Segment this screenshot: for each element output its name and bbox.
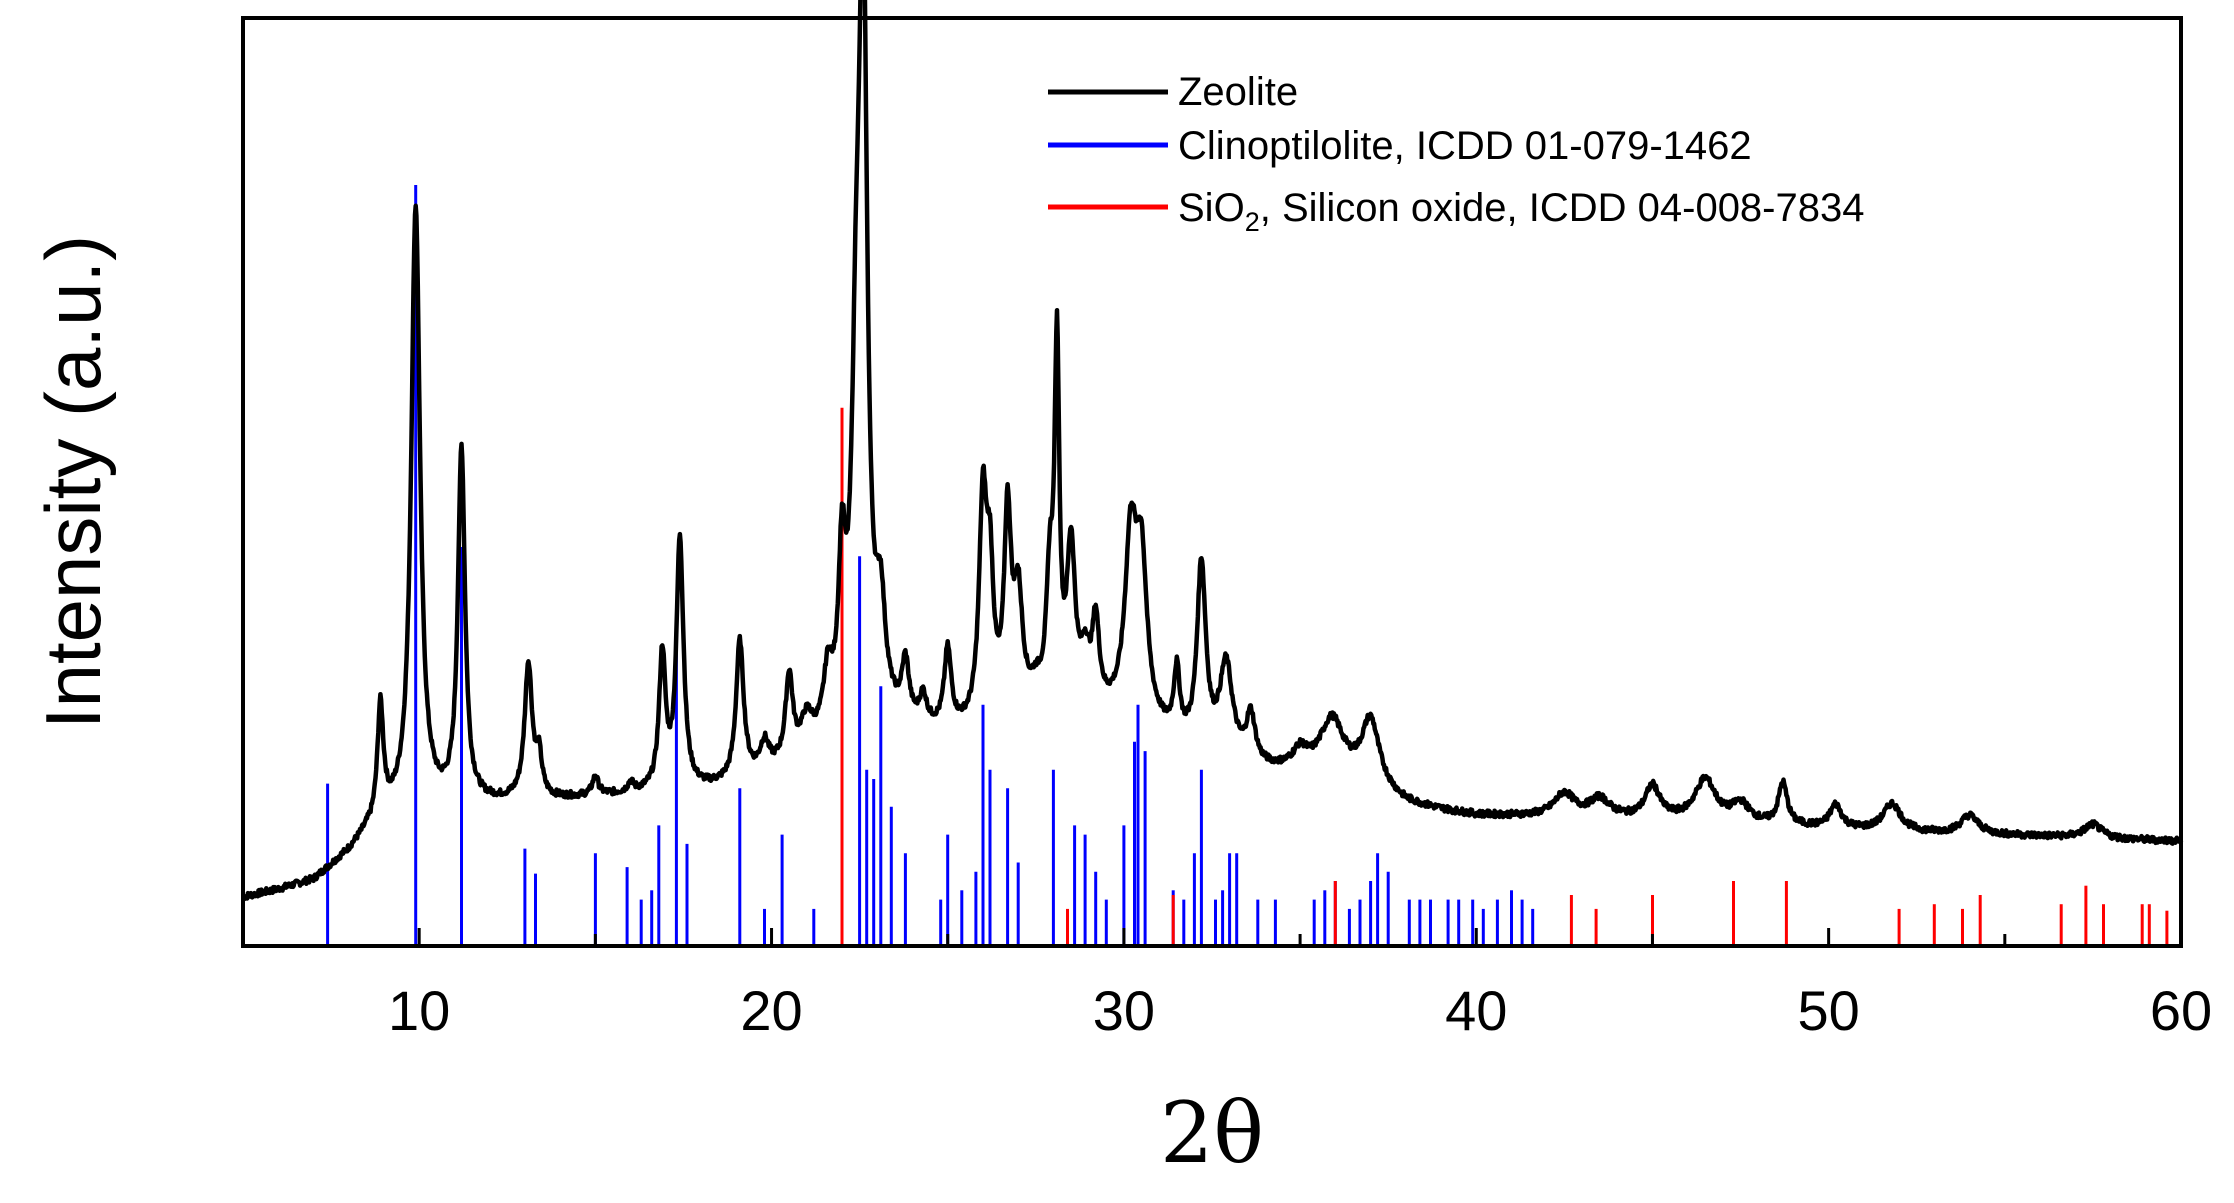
legend-label-sio2: SiO2, Silicon oxide, ICDD 04-008-7834: [1178, 186, 1864, 237]
y-axis-title: Intensity (a.u.): [29, 235, 117, 729]
x-tick-label: 40: [1445, 979, 1507, 1042]
tick-layer: 10 20 30 40 50 60: [241, 928, 2212, 1042]
x-tick-label: 10: [388, 979, 450, 1042]
x-axis-title: 2θ: [1160, 1084, 1264, 1182]
legend-label-sio2-rest: , Silicon oxide, ICDD 04-008-7834: [1260, 186, 1865, 230]
plot-layer: [241, 0, 2184, 946]
sio2-sticks: [840, 407, 2169, 946]
x-tick-label: 60: [2150, 979, 2212, 1042]
x-tick-label: 30: [1093, 979, 1155, 1042]
legend-label-clinoptilolite: Clinoptilolite, ICDD 01-079-1462: [1178, 124, 1752, 168]
legend-label-zeolite: Zeolite: [1178, 70, 1298, 114]
zeolite-pattern-line: [241, 0, 2184, 902]
legend-label-sio2-main: SiO: [1178, 186, 1245, 230]
x-tick-label: 50: [1797, 979, 1859, 1042]
plot-frame: [241, 16, 2183, 948]
clinoptilolite-sticks: [326, 185, 1535, 946]
legend: Zeolite Clinoptilolite, ICDD 01-079-1462…: [1048, 70, 1864, 237]
x-tick-label: 20: [740, 979, 802, 1042]
legend-label-sio2-subscript: 2: [1245, 207, 1260, 237]
